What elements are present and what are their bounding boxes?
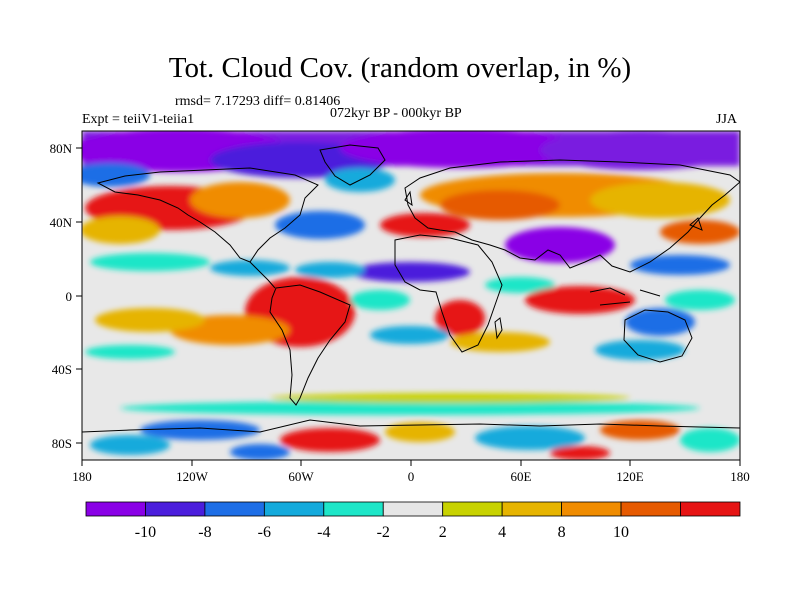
- colorbar-swatch: [85, 501, 146, 517]
- coastline-south-america: [269, 284, 351, 406]
- coastline-uk: [404, 190, 413, 207]
- field-blob: [270, 393, 630, 403]
- field-blob: [525, 286, 635, 314]
- field-blob: [625, 308, 695, 336]
- colorbar-label: -2: [377, 524, 390, 541]
- lon-label: 180: [72, 469, 92, 484]
- lat-label: 40N: [50, 215, 73, 230]
- map-title: Tot. Cloud Cov. (random overlap, in %): [168, 52, 632, 84]
- coastline-africa: [394, 234, 503, 353]
- field-blob: [140, 420, 260, 440]
- lat-label: 80N: [50, 141, 73, 156]
- lon-label: 0: [408, 469, 415, 484]
- colorbar-swatch: [382, 501, 444, 517]
- field-blob: [295, 262, 365, 278]
- field-blob: [440, 190, 560, 220]
- field-blob: [340, 131, 580, 168]
- field-blob: [90, 435, 170, 455]
- field-blob: [660, 220, 740, 244]
- field-blob: [550, 446, 610, 460]
- map-plot-area: [81, 130, 741, 461]
- field-blob: [475, 426, 585, 450]
- field-blob: [540, 131, 740, 170]
- stats-label: rmsd= 7.17293 diff= 0.81406: [175, 94, 341, 109]
- field-blob: [230, 444, 290, 460]
- colorbar-label: -10: [135, 524, 156, 541]
- coastlines: [82, 144, 740, 433]
- field-blob: [370, 326, 450, 344]
- lon-label: 180: [730, 469, 750, 484]
- coastline-north-america: [96, 167, 319, 263]
- colorbar-swatch: [442, 501, 503, 517]
- coastline-indonesia: [589, 287, 661, 306]
- lat-label: 0: [66, 289, 73, 304]
- colorbar-swatch: [145, 501, 206, 517]
- field-blob: [275, 211, 365, 239]
- latitude-axis: 80N 40N 0 40S 80S: [50, 141, 82, 451]
- experiment-label: Expt = teiiV1-teiia1: [82, 112, 195, 127]
- field-blob: [385, 422, 455, 442]
- lat-label: 80S: [52, 436, 72, 451]
- colorbar-swatch: [204, 501, 265, 517]
- colorbar-swatch: [263, 501, 325, 517]
- field-blob: [485, 277, 555, 293]
- colorbar-label: 4: [498, 524, 506, 541]
- field-blob: [450, 332, 550, 352]
- field-blob: [82, 216, 160, 244]
- field-blob: [190, 182, 290, 218]
- lon-label: 60W: [288, 469, 314, 484]
- colorbar: -10 -8 -6 -4 -2 2 4 8 10: [85, 501, 741, 541]
- field-blob: [280, 428, 380, 452]
- colorbar-swatch: [680, 501, 741, 517]
- colorbar-swatch: [561, 501, 622, 517]
- season-label: JJA: [716, 112, 738, 127]
- cloud-anomaly-field: [82, 131, 740, 460]
- colorbar-label: -8: [198, 524, 211, 541]
- coastline-japan: [689, 217, 703, 231]
- colorbar-label: -4: [317, 524, 330, 541]
- colorbar-swatches: [85, 501, 741, 517]
- field-blob: [350, 262, 470, 282]
- field-blob: [350, 290, 410, 310]
- field-blob: [210, 260, 290, 276]
- lon-label: 120E: [616, 469, 644, 484]
- coastline-madagascar: [494, 317, 503, 340]
- field-blob: [665, 290, 735, 310]
- colorbar-swatch: [501, 501, 562, 517]
- field-blob: [120, 401, 700, 415]
- lon-label: 60E: [511, 469, 532, 484]
- field-blob: [85, 345, 175, 359]
- lon-label: 120W: [176, 469, 209, 484]
- coastline-antarctica: [82, 419, 740, 433]
- coastline-greenland: [319, 144, 386, 186]
- colorbar-swatch: [620, 501, 681, 517]
- longitude-axis: 180 120W 60W 0 60E 120E 180: [72, 460, 750, 484]
- colorbar-label: 10: [613, 524, 629, 541]
- field-blob: [600, 420, 680, 440]
- field-blob: [595, 340, 685, 360]
- coastline-australia: [623, 309, 693, 363]
- colorbar-label: 8: [558, 524, 566, 541]
- field-blob: [630, 255, 730, 275]
- coastline-eurasia: [404, 159, 740, 273]
- coastline-central-america: [249, 261, 276, 289]
- colorbar-swatch: [323, 501, 384, 517]
- field-blob: [590, 182, 730, 218]
- field-blob: [505, 227, 615, 263]
- field-blob: [90, 253, 210, 271]
- field-blob: [680, 428, 740, 452]
- colorbar-label: -6: [258, 524, 271, 541]
- lat-label: 40S: [52, 362, 72, 377]
- field-blob: [82, 163, 150, 187]
- field-blob: [95, 308, 205, 332]
- field-blob: [380, 213, 470, 237]
- period-label: 072kyr BP - 000kyr BP: [330, 106, 462, 121]
- colorbar-label: 2: [439, 524, 447, 541]
